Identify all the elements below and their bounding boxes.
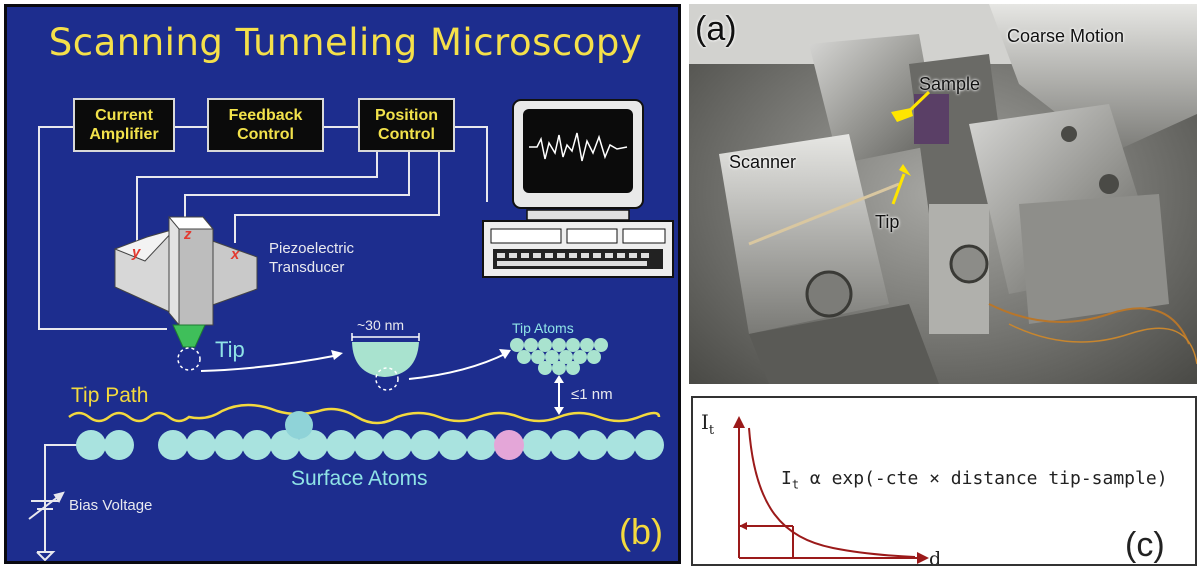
- current-distance-graph: [733, 416, 929, 564]
- position-control-box: Position Control: [358, 98, 455, 152]
- stm-photo-illustration: [689, 4, 1197, 384]
- panel-a-letter: (a): [695, 10, 737, 48]
- surface-atoms-row: [76, 411, 664, 460]
- piezo-transducer: [113, 216, 258, 326]
- current-amplifier-box: Current Amplifier: [73, 98, 175, 152]
- tip-photo-label: Tip: [875, 212, 900, 232]
- y-axis-label: It: [701, 410, 715, 438]
- formula-label: It α exp(-cte × distance tip-sample): [781, 468, 1168, 492]
- highlight-atom: [494, 430, 524, 460]
- tip-30nm-shape: [352, 342, 419, 377]
- wire-x: [234, 152, 440, 243]
- panel-b-letter: (b): [619, 511, 663, 552]
- sample-label: Sample: [919, 74, 981, 94]
- zoom-arrow-1: [200, 354, 340, 372]
- diagram-title: Scanning Tunneling Microscopy: [48, 21, 643, 64]
- scanner-label: Scanner: [729, 152, 797, 172]
- surface-atoms-label: Surface Atoms: [291, 467, 428, 490]
- wire-amplifier-loop: [38, 126, 167, 330]
- stm-diagram-graphics: [28, 99, 674, 561]
- decay-curve: [748, 427, 916, 558]
- axis-x-label: x: [231, 246, 240, 263]
- tip-zoom-circle: [177, 347, 201, 371]
- axis-z-label: z: [184, 226, 192, 243]
- stm-photo-panel: (a) Coarse Motion Sample Scanner Tip: [689, 4, 1197, 384]
- bias-voltage-label: Bias Voltage: [69, 497, 153, 514]
- axis-y-label: y: [132, 244, 141, 261]
- piezo-label: Piezoelectric Transducer: [269, 240, 355, 276]
- wire-position-monitor: [453, 126, 488, 202]
- tip-atoms-cluster: [510, 338, 608, 375]
- tip-path-label: Tip Path: [71, 384, 149, 407]
- coarse-motion-label: Coarse Motion: [1007, 26, 1125, 46]
- stm-diagram-panel: Scanning Tunneling Microscopy Current Am…: [4, 4, 681, 564]
- tip-label: Tip: [215, 337, 245, 362]
- tunneling-current-plot: It d It α exp(-cte × distance tip-sample…: [691, 396, 1197, 566]
- panel-c-letter: (c): [1125, 526, 1165, 564]
- tip-size-label: ~30 nm: [357, 317, 405, 333]
- feedback-control-box: Feedback Control: [207, 98, 324, 152]
- wire-y: [136, 152, 378, 245]
- bias-voltage-symbol: [28, 491, 65, 561]
- x-axis-label: d: [929, 548, 942, 566]
- tip-atoms-label: Tip Atoms: [512, 320, 574, 336]
- zoom-arrow-2: [408, 352, 508, 380]
- wire-z: [184, 152, 410, 217]
- gap-label: ≤1 nm: [571, 386, 613, 403]
- computer-icon: [482, 99, 674, 278]
- tip-path-line: [68, 403, 661, 425]
- tip-shape: [172, 324, 206, 348]
- wire-bias: [44, 444, 79, 552]
